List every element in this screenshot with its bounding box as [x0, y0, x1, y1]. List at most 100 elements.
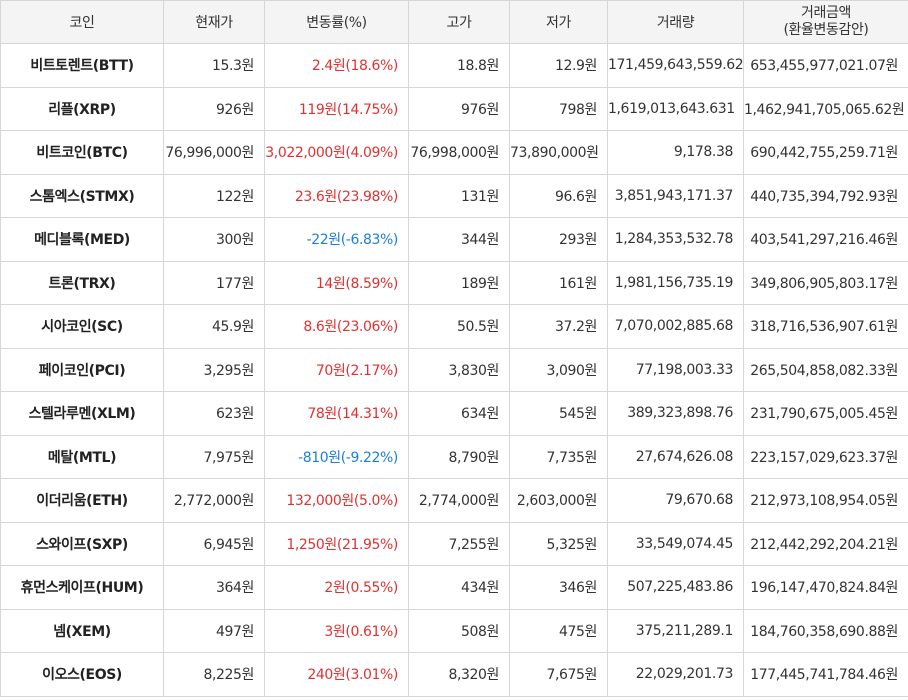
- amount-cell: 1,462,941,705,065.62원: [743, 86, 908, 131]
- table-row: 비트토렌트(BTT) 15.3원 2.4원(18.6%) 18.8원 12.9원 171,…: [0, 43, 908, 88]
- table-row: 비트코인(BTC) 76,996,000원 3,022,000원(4.09%) 76,…: [0, 130, 908, 175]
- high-cell: 18.8원: [408, 43, 510, 88]
- volume-cell: 1,619,013,643.631: [607, 86, 744, 131]
- volume-cell: 79,670.68: [607, 478, 744, 523]
- change-cell: 14원(8.59%): [264, 260, 409, 305]
- volume-cell: 22,029,201.73: [607, 652, 744, 697]
- volume-cell: 3,851,943,171.37: [607, 173, 744, 218]
- header-price: 현재가: [163, 0, 265, 44]
- change-cell: 8.6원(23.06%): [264, 304, 409, 349]
- coin-name-cell: 메탈(MTL): [0, 434, 164, 479]
- high-cell: 508원: [408, 608, 510, 653]
- amount-cell: 653,455,977,021.07원: [743, 43, 908, 88]
- high-cell: 50.5원: [408, 304, 510, 349]
- table-body: 비트토렌트(BTT) 15.3원 2.4원(18.6%) 18.8원 12.9원 171,…: [0, 43, 908, 697]
- table-row: 휴먼스케이프(HUM) 364원 2원(0.55%) 434원 346원 507,225,…: [0, 565, 908, 610]
- amount-cell: 349,806,905,803.17원: [743, 260, 908, 305]
- change-cell: 70원(2.17%): [264, 347, 409, 392]
- high-cell: 8,790원: [408, 434, 510, 479]
- table-row: 넴(XEM) 497원 3원(0.61%) 508원 475원 375,211,289.1…: [0, 608, 908, 653]
- high-cell: 434원: [408, 565, 510, 610]
- change-cell: 132,000원(5.0%): [264, 478, 409, 523]
- low-cell: 7,735원: [509, 434, 608, 479]
- price-cell: 2,772,000원: [163, 478, 265, 523]
- table-row: 스톰엑스(STMX) 122원 23.6원(23.98%) 131원 96.6원 3,85…: [0, 173, 908, 218]
- price-cell: 76,996,000원: [163, 130, 265, 175]
- high-cell: 976원: [408, 86, 510, 131]
- price-cell: 926원: [163, 86, 265, 131]
- high-cell: 7,255원: [408, 521, 510, 566]
- coin-name-cell: 휴먼스케이프(HUM): [0, 565, 164, 610]
- coin-name-cell: 메디블록(MED): [0, 217, 164, 262]
- low-cell: 73,890,000원: [509, 130, 608, 175]
- header-amount: 거래금액 (환율변동감안): [743, 0, 908, 44]
- coin-name-cell: 스톰엑스(STMX): [0, 173, 164, 218]
- header-amount-line1: 거래금액: [801, 5, 851, 21]
- high-cell: 131원: [408, 173, 510, 218]
- change-cell: 2원(0.55%): [264, 565, 409, 610]
- low-cell: 346원: [509, 565, 608, 610]
- volume-cell: 7,070,002,885.68: [607, 304, 744, 349]
- table-row: 트론(TRX) 177원 14원(8.59%) 189원 161원 1,981,156,7…: [0, 260, 908, 305]
- low-cell: 7,675원: [509, 652, 608, 697]
- table-row: 이더리움(ETH) 2,772,000원 132,000원(5.0%) 2,774,0…: [0, 478, 908, 523]
- coin-name-cell: 비트코인(BTC): [0, 130, 164, 175]
- change-cell: 2.4원(18.6%): [264, 43, 409, 88]
- price-cell: 7,975원: [163, 434, 265, 479]
- low-cell: 2,603,000원: [509, 478, 608, 523]
- table-row: 스와이프(SXP) 6,945원 1,250원(21.95%) 7,255원 5,325…: [0, 521, 908, 566]
- change-cell: -22원(-6.83%): [264, 217, 409, 262]
- volume-cell: 9,178.38: [607, 130, 744, 175]
- table-row: 페이코인(PCI) 3,295원 70원(2.17%) 3,830원 3,090원 77,…: [0, 347, 908, 392]
- volume-cell: 1,981,156,735.19: [607, 260, 744, 305]
- price-cell: 122원: [163, 173, 265, 218]
- table-row: 이오스(EOS) 8,225원 240원(3.01%) 8,320원 7,675원 22,…: [0, 652, 908, 697]
- price-cell: 623원: [163, 391, 265, 436]
- volume-cell: 77,198,003.33: [607, 347, 744, 392]
- header-change: 변동률(%): [264, 0, 409, 44]
- table-row: 메디블록(MED) 300원 -22원(-6.83%) 344원 293원 1,284,3…: [0, 217, 908, 262]
- low-cell: 798원: [509, 86, 608, 131]
- volume-cell: 507,225,483.86: [607, 565, 744, 610]
- low-cell: 37.2원: [509, 304, 608, 349]
- header-low: 저가: [509, 0, 608, 44]
- high-cell: 76,998,000원: [408, 130, 510, 175]
- volume-cell: 27,674,626.08: [607, 434, 744, 479]
- low-cell: 545원: [509, 391, 608, 436]
- coin-name-cell: 넴(XEM): [0, 608, 164, 653]
- coin-name-cell: 시아코인(SC): [0, 304, 164, 349]
- change-cell: 3원(0.61%): [264, 608, 409, 653]
- volume-cell: 1,284,353,532.78: [607, 217, 744, 262]
- amount-cell: 212,973,108,954.05원: [743, 478, 908, 523]
- table-row: 메탈(MTL) 7,975원 -810원(-9.22%) 8,790원 7,735원 27…: [0, 434, 908, 479]
- coin-name-cell: 스텔라루멘(XLM): [0, 391, 164, 436]
- amount-cell: 212,442,292,204.21원: [743, 521, 908, 566]
- price-cell: 15.3원: [163, 43, 265, 88]
- low-cell: 3,090원: [509, 347, 608, 392]
- price-cell: 300원: [163, 217, 265, 262]
- high-cell: 189원: [408, 260, 510, 305]
- coin-name-cell: 리플(XRP): [0, 86, 164, 131]
- low-cell: 293원: [509, 217, 608, 262]
- amount-cell: 231,790,675,005.45원: [743, 391, 908, 436]
- volume-cell: 33,549,074.45: [607, 521, 744, 566]
- header-coin: 코인: [0, 0, 164, 44]
- change-cell: 23.6원(23.98%): [264, 173, 409, 218]
- header-high: 고가: [408, 0, 510, 44]
- change-cell: 240원(3.01%): [264, 652, 409, 697]
- coin-name-cell: 이오스(EOS): [0, 652, 164, 697]
- low-cell: 96.6원: [509, 173, 608, 218]
- volume-cell: 375,211,289.1: [607, 608, 744, 653]
- amount-cell: 177,445,741,784.46원: [743, 652, 908, 697]
- amount-cell: 690,442,755,259.71원: [743, 130, 908, 175]
- table-row: 리플(XRP) 926원 119원(14.75%) 976원 798원 1,619,013…: [0, 86, 908, 131]
- amount-cell: 440,735,394,792.93원: [743, 173, 908, 218]
- price-cell: 177원: [163, 260, 265, 305]
- header-amount-line2: (환율변동감안): [783, 22, 869, 38]
- change-cell: 3,022,000원(4.09%): [264, 130, 409, 175]
- coin-name-cell: 비트토렌트(BTT): [0, 43, 164, 88]
- volume-cell: 171,459,643,559.62: [607, 43, 744, 88]
- price-cell: 497원: [163, 608, 265, 653]
- high-cell: 8,320원: [408, 652, 510, 697]
